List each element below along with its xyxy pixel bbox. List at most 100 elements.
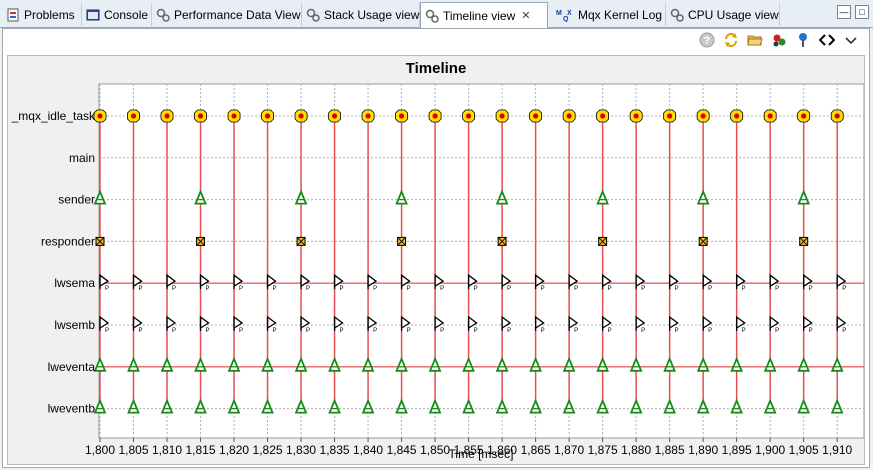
- tab-label: Mqx Kernel Log: [578, 7, 663, 22]
- post-marker: P: [266, 273, 277, 292]
- signal-glyph: [730, 356, 744, 372]
- timeline-chart-svg: Timeline P P P P P P P P P P P P P P P P P P P P P P PP P P P P P P P…: [11, 60, 865, 461]
- menu-chevron-icon[interactable]: [843, 32, 859, 48]
- wait-cross: [497, 237, 507, 246]
- post-marker: P: [601, 315, 612, 334]
- maximize-icon[interactable]: □: [855, 5, 869, 19]
- x-axis-ticks: 1,800 1,805 1,810 1,815 1,820 1,825 1,830 1,835…: [85, 438, 853, 457]
- tab-label: Console: [104, 7, 149, 22]
- tab-timeline-view[interactable]: Timeline view ✕: [420, 2, 548, 28]
- tab-stack-usage-view[interactable]: Stack Usage view: [302, 3, 420, 26]
- x-tick-label: 1,855: [454, 443, 484, 457]
- signal-glyph: [830, 356, 844, 372]
- tab-label: Problems: [24, 7, 75, 22]
- signal-marker: [797, 356, 811, 372]
- task-label: lweventa: [48, 360, 96, 374]
- x-axis-label: Time [msec]: [449, 447, 514, 461]
- idle-block-marker: [730, 109, 744, 123]
- code-icon[interactable]: [819, 32, 835, 48]
- signal-marker: [93, 398, 107, 414]
- post-flag-letter: P: [105, 286, 109, 292]
- idle-block-marker: [227, 109, 241, 123]
- signal-marker: [93, 189, 107, 205]
- filter-icon[interactable]: [771, 32, 787, 48]
- idle-block-dot: [264, 113, 271, 119]
- wait-marker: [397, 236, 407, 246]
- signal-marker: [261, 356, 274, 372]
- post-marker: P: [400, 315, 411, 334]
- open-folder-icon[interactable]: [747, 32, 763, 48]
- refresh-icon[interactable]: [723, 32, 739, 48]
- idle-block-marker: [294, 109, 308, 123]
- signal-glyph: [730, 398, 744, 414]
- post-marker: P: [501, 315, 512, 334]
- idle-block-dot: [97, 113, 103, 119]
- idle-block-marker: [830, 109, 844, 123]
- post-marker: P: [199, 273, 210, 292]
- post-flag-letter: P: [708, 286, 712, 292]
- post-flag-letter: P: [340, 286, 344, 292]
- x-tick-label: 1,860: [487, 443, 517, 457]
- gears-icon: [425, 9, 439, 23]
- signal-marker: [127, 356, 140, 372]
- signal-glyph: [93, 356, 107, 372]
- wait-marker: [598, 236, 608, 246]
- pin-icon[interactable]: [795, 32, 811, 48]
- wait-cross: [196, 237, 205, 246]
- signal-marker: [127, 398, 140, 414]
- wait-cross: [397, 237, 406, 246]
- task-label: responder: [41, 234, 95, 248]
- x-tick-label: 1,890: [688, 443, 718, 457]
- post-flag-letter: P: [474, 286, 478, 292]
- post-flag-letter: P: [809, 328, 813, 334]
- svg-text:Q: Q: [563, 16, 569, 22]
- x-tick-label: 1,845: [387, 443, 417, 457]
- task-label: sender: [58, 193, 95, 207]
- post-flag-letter: P: [474, 328, 478, 334]
- signal-glyph: [830, 398, 844, 414]
- signal-glyph: [227, 398, 241, 414]
- signal-glyph: [629, 398, 643, 414]
- tab-problems[interactable]: Problems: [2, 3, 82, 26]
- signal-marker: [797, 398, 811, 414]
- minimize-icon[interactable]: —: [837, 5, 851, 19]
- post-flag-letter: P: [507, 286, 511, 292]
- signal-glyph: [529, 356, 542, 372]
- wait-marker: [497, 236, 507, 246]
- idle-block-marker: [529, 109, 543, 123]
- signal-marker: [596, 356, 609, 372]
- tab-console[interactable]: Console: [82, 3, 152, 26]
- idle-block-dot: [465, 113, 472, 119]
- idle-block-marker: [562, 109, 576, 123]
- post-flag-letter: P: [507, 328, 511, 334]
- signal-glyph: [663, 398, 676, 414]
- post-flag-letter: P: [742, 328, 746, 334]
- post-flag-letter: P: [541, 286, 545, 292]
- idle-block-dot: [633, 113, 639, 119]
- signal-glyph: [663, 356, 676, 372]
- signal-marker: [227, 398, 241, 414]
- signal-marker: [629, 356, 643, 372]
- signal-glyph: [294, 189, 308, 205]
- close-tab-icon[interactable]: ✕: [521, 10, 531, 22]
- post-flag-letter: P: [373, 328, 377, 334]
- post-marker: P: [736, 273, 746, 292]
- signal-glyph: [596, 398, 609, 414]
- wait-marker: [698, 236, 708, 246]
- tab-performance-data-view[interactable]: Performance Data View: [152, 3, 302, 26]
- idle-block-dot: [667, 113, 673, 119]
- post-flag-letter: P: [273, 286, 277, 292]
- tab-cpu-usage-view[interactable]: CPU Usage view: [666, 3, 780, 26]
- x-tick-label: 1,815: [186, 443, 216, 457]
- post-marker: P: [166, 273, 177, 292]
- post-flag-letter: P: [440, 328, 444, 334]
- signal-glyph: [361, 398, 375, 414]
- signal-marker: [194, 189, 207, 205]
- post-flag-letter: P: [842, 286, 846, 292]
- signal-glyph: [797, 398, 811, 414]
- help-icon[interactable]: ?: [699, 32, 715, 48]
- post-marker: P: [300, 315, 311, 334]
- post-marker: P: [601, 273, 612, 292]
- post-marker: P: [300, 273, 311, 292]
